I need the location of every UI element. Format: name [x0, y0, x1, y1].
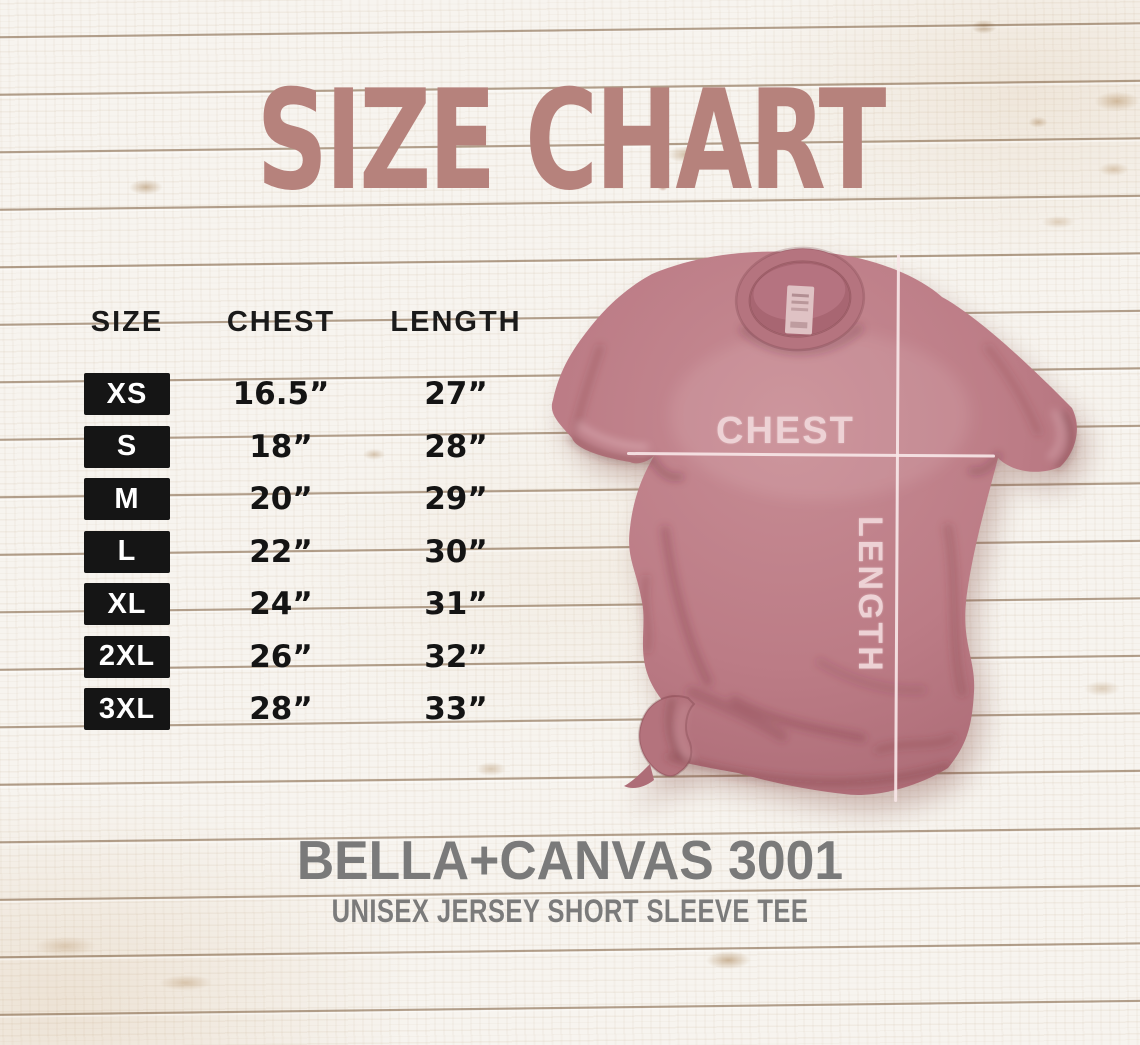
table-row: 30”	[356, 526, 556, 579]
table-row: 16.5”	[206, 368, 356, 421]
size-badge: L	[84, 530, 170, 573]
chest-value: 26”	[249, 638, 313, 675]
chest-measure-label: CHEST	[716, 410, 855, 452]
table-row: 28”	[356, 421, 556, 474]
length-value: 30”	[424, 533, 488, 570]
size-badge: XL	[84, 583, 170, 626]
chest-value: 20”	[249, 481, 313, 518]
length-value: 33”	[424, 691, 488, 728]
column-header-chest: CHEST	[226, 306, 336, 338]
chest-value: 16.5”	[232, 376, 330, 413]
size-badge: M	[84, 478, 170, 521]
chest-value: 24”	[249, 586, 313, 623]
table-row: 20”	[206, 473, 356, 526]
table-row: XS	[48, 368, 206, 421]
table-row: 3XL	[48, 683, 206, 736]
size-badge: S	[84, 425, 170, 468]
product-subtitle: UNISEX JERSEY SHORT SLEEVE TEE	[331, 893, 809, 929]
size-badge: XS	[84, 373, 170, 416]
table-row: 27”	[356, 368, 556, 421]
table-row: 24”	[206, 578, 356, 631]
fabric-folds	[568, 323, 1075, 787]
table-row: 29”	[356, 473, 556, 526]
tshirt-care-tag	[784, 285, 815, 335]
page-title: SIZE CHART	[256, 60, 886, 221]
product-name: BELLA+CANVAS 3001	[296, 829, 844, 891]
table-row: 32”	[356, 631, 556, 684]
column-header-size: SIZE	[90, 306, 164, 338]
table-row: 31”	[356, 578, 556, 631]
chest-value: 28”	[249, 691, 313, 728]
tshirt-knot-tail	[624, 764, 654, 788]
length-measure-label: LENGTH	[851, 516, 889, 674]
table-row: 33”	[356, 683, 556, 736]
table-row: 26”	[206, 631, 356, 684]
length-value: 31”	[424, 586, 488, 623]
length-value: 29”	[424, 481, 488, 518]
size-table: SIZE CHEST LENGTH XS 16.5” 27” S 18” 28”…	[48, 298, 556, 736]
table-row: 2XL	[48, 631, 206, 684]
chest-value: 18”	[249, 428, 313, 465]
column-header-length: LENGTH	[390, 306, 522, 338]
table-row: 22”	[206, 526, 356, 579]
length-value: 27”	[424, 376, 488, 413]
table-row: L	[48, 526, 206, 579]
table-row: 18”	[206, 421, 356, 474]
table-row: S	[48, 421, 206, 474]
table-row: XL	[48, 578, 206, 631]
length-value: 32”	[424, 638, 488, 675]
tshirt-photo	[551, 246, 1077, 795]
length-value: 28”	[424, 428, 488, 465]
table-row: 28”	[206, 683, 356, 736]
size-badge: 3XL	[84, 688, 170, 731]
chest-value: 22”	[249, 533, 313, 570]
table-row: M	[48, 473, 206, 526]
size-badge: 2XL	[84, 635, 170, 678]
